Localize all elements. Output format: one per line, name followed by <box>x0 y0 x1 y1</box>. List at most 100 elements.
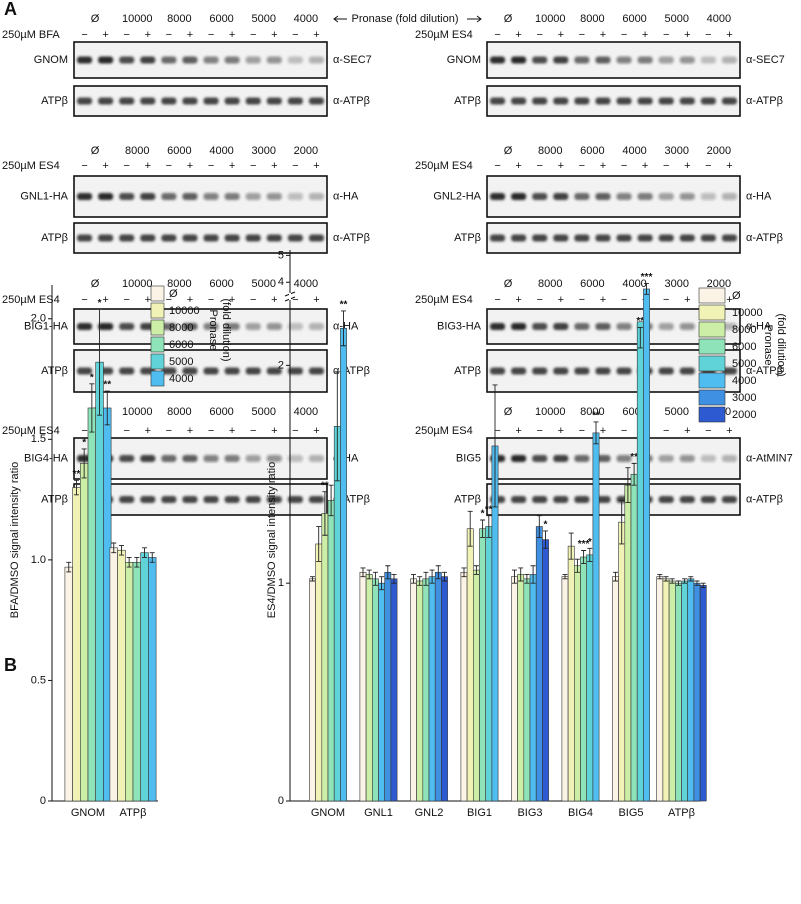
band <box>98 97 114 105</box>
blot-strip <box>486 483 741 516</box>
dose-label: 2000 <box>294 145 318 157</box>
error-bar <box>512 569 517 584</box>
band <box>553 496 569 503</box>
band <box>532 323 548 330</box>
bar <box>567 545 575 802</box>
blot-strip <box>73 222 328 254</box>
band <box>616 97 632 105</box>
bar <box>485 526 493 802</box>
dose-label: Ø <box>504 406 513 418</box>
band <box>658 323 674 330</box>
band <box>574 97 590 105</box>
bar <box>80 463 89 802</box>
band <box>679 323 695 330</box>
sign-label: − <box>81 29 87 41</box>
legend-swatch <box>150 353 165 370</box>
sign-label: + <box>145 29 151 41</box>
sign-label: + <box>515 425 521 437</box>
sign-label: − <box>123 160 129 172</box>
bands <box>77 97 324 105</box>
bar <box>371 578 379 802</box>
error-bar <box>379 576 385 591</box>
bar <box>125 561 134 802</box>
dose-label: 4000 <box>622 278 646 290</box>
band <box>287 323 303 330</box>
band <box>287 97 303 105</box>
legend-swatch <box>698 389 726 406</box>
bar <box>95 361 104 802</box>
error-bar <box>126 557 132 568</box>
sign-label: − <box>166 160 172 172</box>
band <box>511 97 527 105</box>
error-bar <box>341 310 346 347</box>
sign-label: + <box>726 425 732 437</box>
error-bar <box>492 384 498 508</box>
sign-label: − <box>494 160 500 172</box>
x-tick-label: BIG4 <box>568 807 593 819</box>
bar <box>132 561 141 802</box>
band <box>140 496 156 503</box>
significance: * <box>98 298 102 309</box>
band <box>266 234 282 242</box>
error-bar <box>657 574 663 580</box>
band <box>490 97 506 105</box>
band <box>637 97 653 105</box>
band <box>245 193 261 200</box>
band <box>574 234 590 242</box>
dose-label: 4000 <box>294 406 318 418</box>
bar <box>479 528 486 802</box>
sign-label: − <box>494 294 500 306</box>
error-bar <box>574 558 580 573</box>
header-arrows <box>333 15 482 23</box>
sign-label: + <box>187 425 193 437</box>
dose-label: 6000 <box>209 406 233 418</box>
band <box>224 455 240 462</box>
sign-label: + <box>187 294 193 306</box>
band <box>140 234 156 242</box>
band <box>203 56 219 64</box>
band <box>574 323 590 330</box>
band <box>658 193 674 200</box>
significance: ** <box>592 411 600 422</box>
error-bar <box>322 491 328 536</box>
band <box>140 193 156 200</box>
bands <box>77 367 324 375</box>
band <box>511 455 527 462</box>
y-tick-label: 0.5 <box>31 674 46 686</box>
band <box>287 496 303 503</box>
sign-label: + <box>313 294 319 306</box>
band <box>658 234 674 242</box>
sign-label: − <box>663 160 669 172</box>
legend-label: 4000 <box>732 375 756 387</box>
sign-label: + <box>642 29 648 41</box>
band <box>532 56 548 64</box>
sign-label: − <box>166 29 172 41</box>
band <box>595 97 611 105</box>
treatment-label: 250µM ES4 <box>2 425 60 437</box>
band <box>616 455 632 462</box>
bands <box>77 193 324 200</box>
band <box>616 234 632 242</box>
band <box>182 323 198 330</box>
sign-label: − <box>292 29 298 41</box>
band <box>574 193 590 200</box>
sign-label: − <box>579 425 585 437</box>
band <box>266 496 282 503</box>
significance: * <box>90 373 94 384</box>
legend-label: Ø <box>732 290 741 302</box>
sign-label: + <box>726 294 732 306</box>
y-tick-label: 2 <box>278 359 284 371</box>
band <box>308 455 324 462</box>
error-bar <box>524 574 530 584</box>
band <box>119 97 135 105</box>
dose-label: Ø <box>91 145 100 157</box>
bar <box>410 578 417 802</box>
antibody-label: α-HA <box>333 320 359 332</box>
band <box>616 56 632 64</box>
band <box>224 56 240 64</box>
band <box>161 234 177 242</box>
bar <box>87 407 96 802</box>
band <box>98 323 114 330</box>
band <box>77 367 93 375</box>
protein-label: GNL1-HA <box>20 190 68 202</box>
